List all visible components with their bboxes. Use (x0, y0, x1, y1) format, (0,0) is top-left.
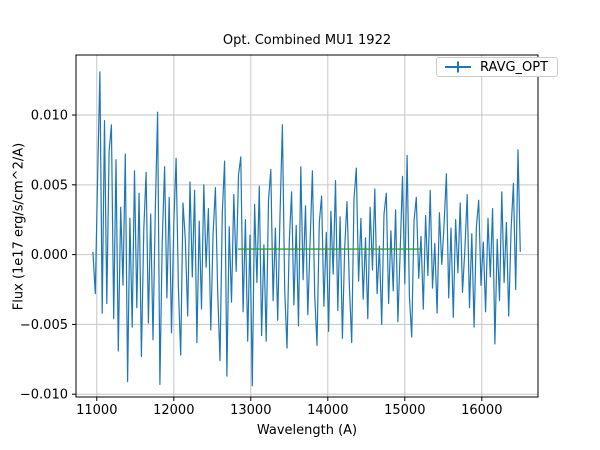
y-axis-label: Flux (1e17 erg/s/cm^2/A) (11, 142, 27, 311)
y-tick-label: −0.010 (20, 388, 68, 403)
errorbar-legend-icon (445, 61, 471, 73)
legend: RAVG_OPT (436, 57, 559, 77)
y-tick-label: 0.005 (31, 178, 68, 193)
x-axis-label: Wavelength (A) (256, 423, 358, 438)
x-tick-label: 11000 (76, 403, 117, 418)
x-tick-label: 12000 (153, 403, 194, 418)
chart-title: Opt. Combined MU1 1922 (222, 33, 392, 48)
x-tick-label: 13000 (230, 403, 271, 418)
x-tick-label: 15000 (384, 403, 425, 418)
x-tick-label: 16000 (461, 403, 502, 418)
ravg-opt-series-line (92, 71, 521, 387)
axes-spines (75, 54, 539, 398)
y-tick-label: 0.000 (31, 248, 68, 263)
y-tick-label: 0.010 (31, 109, 68, 124)
legend-entry-label: RAVG_OPT (480, 59, 549, 75)
y-tick-label: −0.005 (20, 318, 68, 333)
x-tick-label: 14000 (307, 403, 348, 418)
